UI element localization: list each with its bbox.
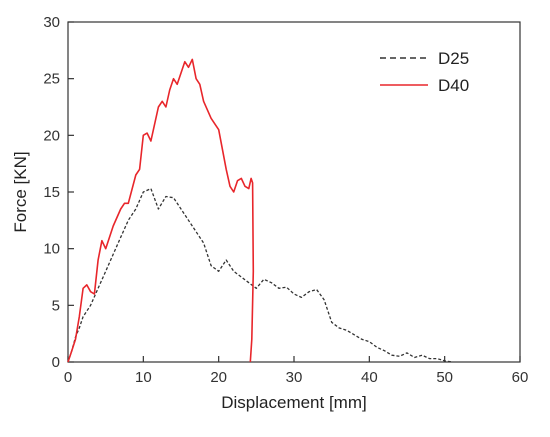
x-tick-label: 60 (512, 369, 529, 386)
y-tick-label: 25 (43, 71, 60, 88)
x-tick-label: 40 (361, 369, 378, 386)
y-tick-label: 15 (43, 184, 60, 201)
x-tick-label: 30 (286, 369, 303, 386)
series-layer (67, 58, 453, 363)
y-tick-label: 5 (52, 297, 60, 314)
axis-ticks: 0 10 20 30 40 50 60 0 5 10 15 20 25 30 (43, 14, 528, 386)
x-tick-label: 10 (135, 369, 152, 386)
series-line-d40 (67, 58, 255, 363)
x-tick-label: 20 (210, 369, 227, 386)
legend-label-d25: D25 (438, 49, 469, 68)
y-axis-title: Force [KN] (11, 151, 30, 232)
x-tick-label: 0 (64, 369, 72, 386)
x-tick-label: 50 (436, 369, 453, 386)
y-tick-label: 30 (43, 14, 60, 31)
y-tick-label: 20 (43, 127, 60, 144)
x-axis-title: Displacement [mm] (221, 393, 366, 412)
y-tick-label: 0 (52, 354, 60, 371)
legend-label-d40: D40 (438, 76, 469, 95)
y-tick-label: 10 (43, 241, 60, 258)
